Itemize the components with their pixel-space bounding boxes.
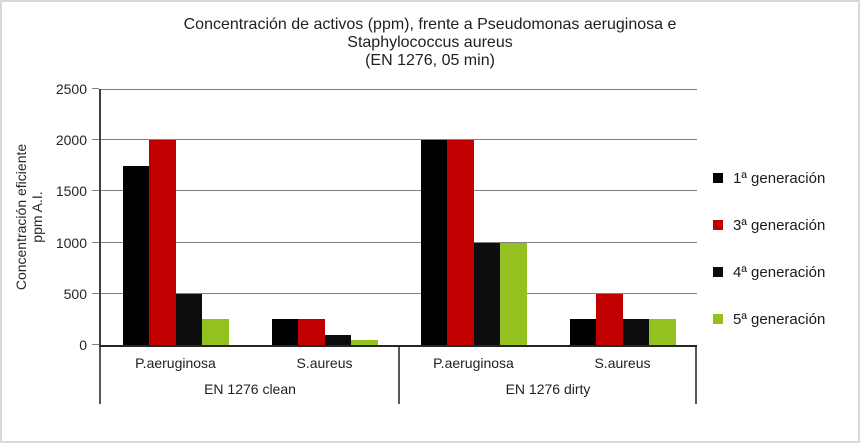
x-axis-divider-left bbox=[99, 347, 101, 404]
bar-series3-cat1 bbox=[175, 293, 202, 345]
x-axis-group-row: EN 1276 clean EN 1276 dirty bbox=[101, 377, 697, 404]
bar-series4-cat4 bbox=[649, 319, 676, 345]
x-category-dirty-paeruginosa: P.aeruginosa bbox=[433, 355, 514, 371]
chart-title-line-2: Staphylococcus aureus bbox=[347, 34, 513, 51]
bar-series1-cat3 bbox=[420, 140, 447, 345]
legend-swatch-gen5-icon bbox=[713, 314, 723, 324]
legend-label-gen5: 5ª generación bbox=[733, 310, 826, 328]
bar-series2-cat4 bbox=[596, 293, 623, 345]
y-tickmark-2500 bbox=[92, 88, 99, 89]
x-axis-divider-right bbox=[695, 347, 697, 404]
y-tick-label-0: 0 bbox=[79, 337, 87, 353]
bar-series4-cat1 bbox=[202, 319, 229, 345]
bar-series3-cat3 bbox=[473, 242, 500, 345]
y-tick-label-2500: 2500 bbox=[55, 81, 87, 97]
y-tick-label-2000: 2000 bbox=[55, 132, 87, 149]
gridline-2000 bbox=[101, 139, 697, 141]
x-category-clean-paeruginosa: P.aeruginosa bbox=[135, 355, 216, 371]
y-axis-title-line-1: Concentración eficiente bbox=[13, 143, 29, 291]
bar-series2-cat2 bbox=[298, 319, 325, 345]
bar-series3-cat4 bbox=[622, 319, 649, 345]
x-category-clean-saureus: S.aureus bbox=[296, 355, 353, 371]
y-tickmark-1000 bbox=[92, 241, 99, 243]
chart-title-line-1: Concentración de activos (ppm), frente a… bbox=[183, 16, 677, 33]
plot-area bbox=[92, 88, 697, 347]
legend-item-gen4: 4ª generación bbox=[713, 262, 825, 282]
gridline-1500 bbox=[101, 190, 697, 192]
chart-title-line-3: (EN 1276, 05 min) bbox=[365, 52, 495, 69]
legend: 1ª generación 3ª generación 4ª generació… bbox=[713, 168, 825, 329]
x-group-label-clean: EN 1276 clean bbox=[204, 381, 296, 397]
bar-series3-cat2 bbox=[324, 334, 351, 345]
y-tick-label-500: 500 bbox=[63, 285, 87, 302]
legend-item-gen3: 3ª generación bbox=[713, 215, 825, 235]
legend-item-gen5: 5ª generación bbox=[713, 309, 825, 329]
x-category-dirty-saureus: S.aureus bbox=[594, 355, 651, 371]
y-tick-label-1500: 1500 bbox=[55, 183, 87, 200]
bar-series4-cat3 bbox=[500, 242, 527, 345]
bar-series1-cat4 bbox=[569, 319, 596, 345]
y-tickmark-500 bbox=[92, 292, 99, 294]
bar-series1-cat2 bbox=[271, 319, 298, 345]
legend-label-gen3: 3ª generación bbox=[733, 216, 826, 234]
x-group-label-dirty: EN 1276 dirty bbox=[505, 381, 591, 397]
bar-series4-cat2 bbox=[351, 339, 378, 345]
x-axis-divider-middle bbox=[398, 347, 400, 404]
bar-series2-cat1 bbox=[149, 140, 176, 345]
y-tick-label-1000: 1000 bbox=[55, 234, 87, 251]
gridline-500 bbox=[101, 292, 697, 294]
y-tickmark-1500 bbox=[92, 190, 99, 192]
bar-series2-cat3 bbox=[447, 140, 474, 345]
gridline-2500 bbox=[101, 89, 697, 90]
bar-series1-cat1 bbox=[122, 165, 149, 345]
legend-item-gen1: 1ª generación bbox=[713, 168, 825, 188]
y-tickmark-0 bbox=[92, 344, 99, 345]
legend-label-gen1: 1ª generación bbox=[733, 169, 826, 187]
gridline-1000 bbox=[101, 241, 697, 243]
y-axis-tick-labels: 0 500 1000 1500 2000 2500 bbox=[38, 82, 87, 352]
x-axis-category-row: P.aeruginosa S.aureus P.aeruginosa S.aur… bbox=[101, 347, 697, 377]
y-tickmark-2000 bbox=[92, 139, 99, 141]
x-axis-area: P.aeruginosa S.aureus P.aeruginosa S.aur… bbox=[99, 347, 697, 404]
legend-label-gen4: 4ª generación bbox=[733, 263, 826, 281]
legend-swatch-gen4-icon bbox=[713, 267, 723, 277]
chart-title: Concentración de activos (ppm), frente a… bbox=[2, 16, 858, 70]
legend-swatch-gen1-icon bbox=[713, 173, 723, 183]
legend-swatch-gen3-icon bbox=[713, 220, 723, 230]
